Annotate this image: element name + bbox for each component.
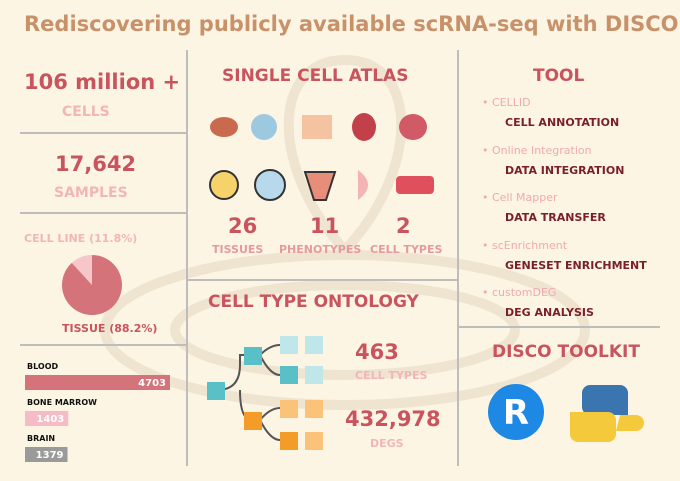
- stat-number: 106 million +: [24, 70, 181, 94]
- organ-icons: [209, 113, 434, 201]
- stat-number: 17,642: [55, 152, 137, 176]
- bar-label: BLOOD: [27, 362, 59, 371]
- section-title: DISCO TOOLKIT: [492, 342, 640, 362]
- tool-function: DATA INTEGRATION: [505, 163, 625, 177]
- count-label: DEGS: [370, 437, 404, 450]
- tool-name: • Cell Mapper: [482, 191, 558, 204]
- tool-function: CELL ANNOTATION: [505, 116, 620, 129]
- count-label: CELL TYPES: [355, 369, 428, 382]
- bar-value: 4703: [138, 378, 166, 389]
- stat-label: CELLS: [62, 104, 110, 120]
- pie-slice: [71, 255, 92, 285]
- pie-label: TISSUE (88.2%): [62, 322, 158, 335]
- bar: [25, 375, 170, 390]
- section-title: CELL TYPE ONTOLOGY: [208, 292, 419, 312]
- bar-label: BRAIN: [27, 434, 55, 443]
- stat-label: SAMPLES: [54, 185, 128, 201]
- tool-function: GENESET ENRICHMENT: [505, 258, 647, 272]
- r-logo-text: R: [503, 393, 529, 433]
- bar: [25, 447, 68, 462]
- count-number: 463: [355, 340, 399, 364]
- tool-function: DEG ANALYSIS: [505, 306, 594, 319]
- count-number: 432,978: [345, 407, 441, 431]
- section-title: TOOL: [533, 66, 585, 86]
- tool-name: • CELLID: [482, 96, 531, 109]
- tool-function: DATA TRANSFER: [505, 211, 606, 224]
- count-label: TISSUES: [212, 243, 264, 256]
- count-number: 2: [396, 214, 411, 238]
- count-label: PHENOTYPES: [279, 243, 362, 256]
- tool-name: • scEnrichment: [482, 238, 568, 252]
- watermark: [100, 54, 590, 410]
- count-number: 11: [310, 214, 340, 238]
- bar-value: 1403: [36, 414, 64, 425]
- dividers: [20, 50, 660, 466]
- count-label: CELL TYPES: [370, 243, 443, 256]
- section-title: SINGLE CELL ATLAS: [222, 66, 409, 86]
- python-logo: [570, 385, 644, 442]
- tool-name: • Online Integration: [482, 143, 592, 157]
- title: Rediscovering publicly available scRNA-s…: [24, 12, 679, 36]
- r-logo: R: [488, 384, 544, 440]
- bar-value: 1379: [36, 450, 64, 461]
- bar-label: BONE MARROW: [27, 398, 97, 407]
- ontology-nodes: [207, 336, 323, 450]
- bar: [25, 411, 69, 426]
- tool-name: • customDEG: [482, 286, 557, 299]
- count-number: 26: [228, 214, 258, 238]
- pie-label: CELL LINE (11.8%): [24, 232, 138, 245]
- pie-slice: [62, 255, 123, 316]
